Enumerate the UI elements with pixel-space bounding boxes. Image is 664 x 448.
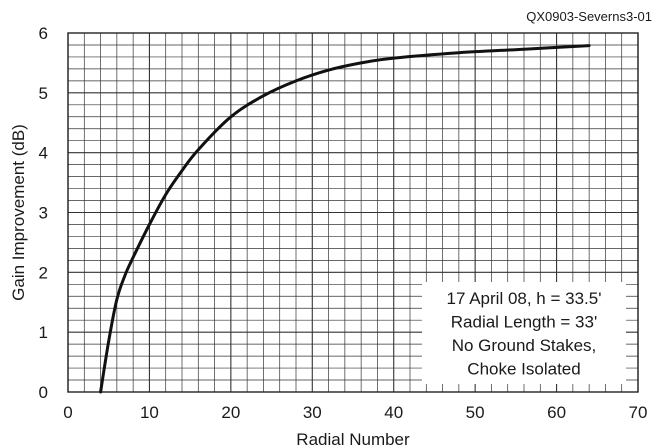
annotation-line: 17 April 08, h = 33.5' — [447, 289, 602, 308]
y-tick-label: 1 — [39, 323, 48, 342]
x-tick-label: 0 — [63, 403, 72, 422]
annotation-line: Choke Isolated — [467, 360, 580, 379]
annotation-line: Radial Length = 33' — [451, 313, 597, 332]
x-axis-title: Radial Number — [296, 430, 410, 448]
series-line — [99, 44, 591, 394]
x-tick-label: 40 — [384, 403, 403, 422]
tick-labels: 0 10 20 30 40 50 60 70 0 1 2 3 4 5 6 — [39, 24, 648, 422]
x-tick-label: 60 — [547, 403, 566, 422]
x-tick-label: 50 — [466, 403, 485, 422]
y-tick-label: 4 — [39, 144, 48, 163]
y-tick-label: 2 — [39, 263, 48, 282]
x-tick-label: 10 — [140, 403, 159, 422]
y-axis-title: Gain Improvement (dB) — [9, 124, 28, 301]
x-tick-label: 30 — [303, 403, 322, 422]
y-tick-label: 0 — [39, 383, 48, 402]
y-tick-label: 6 — [39, 24, 48, 43]
annotation-background — [422, 282, 626, 384]
y-tick-label: 3 — [39, 204, 48, 223]
plot-frame — [67, 32, 639, 393]
x-tick-label: 70 — [629, 403, 648, 422]
x-tick-label: 20 — [221, 403, 240, 422]
figure-id: QX0903-Severns3-01 — [526, 9, 652, 24]
annotation-box: 17 April 08, h = 33.5' Radial Length = 3… — [422, 282, 626, 384]
annotation-line: No Ground Stakes, — [452, 336, 597, 355]
y-tick-label: 5 — [39, 84, 48, 103]
